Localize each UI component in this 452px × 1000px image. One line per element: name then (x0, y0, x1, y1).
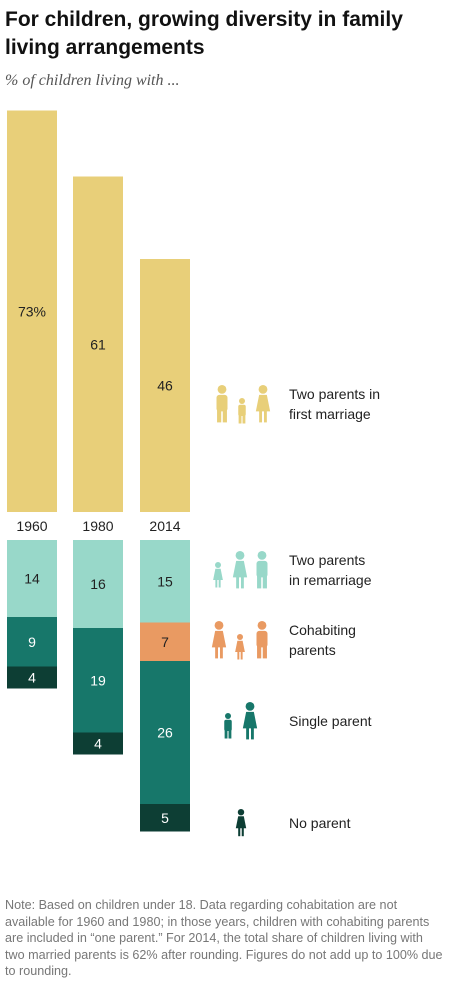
bar-single-parent-1960 (7, 617, 57, 667)
legend-label-1-line2: first marriage (289, 406, 371, 422)
bar-no-parent-1960 (7, 666, 57, 689)
year-label-1960: 1960 (16, 518, 47, 534)
legend-label-3-line1: Cohabiting (289, 622, 356, 638)
bar-label-first-marriage-1980: 61 (90, 336, 106, 352)
bar-label-no-parent-1980: 4 (94, 736, 102, 752)
bar-no-parent-1980 (73, 732, 123, 755)
single-parent-icon (224, 702, 258, 740)
child-icon (235, 809, 247, 837)
bar-label-cohabiting-2014: 7 (161, 634, 169, 650)
bar-label-first-marriage-2014: 46 (157, 378, 173, 394)
bar-remarriage-1960 (7, 540, 57, 617)
bar-label-remarriage-1960: 14 (24, 571, 40, 587)
chart-subtitle: % of children living with ... (5, 72, 180, 89)
year-label-2014: 2014 (149, 518, 180, 534)
bar-label-no-parent-2014: 5 (161, 810, 169, 826)
legend-label-5-line1: No parent (289, 815, 351, 831)
bar-label-first-marriage-1960: 73% (18, 303, 46, 319)
legend-label-3-line2: parents (289, 642, 336, 658)
chart-note: Note: Based on children under 18. Data r… (5, 898, 443, 978)
legend-label-2-line1: Two parents (289, 552, 365, 568)
bar-label-single-parent-1960: 9 (28, 634, 36, 650)
legend-label-4-line1: Single parent (289, 713, 372, 729)
year-label-1980: 1980 (82, 518, 113, 534)
cohabiting-family-icon (211, 621, 268, 660)
family-two-parents-icon (216, 385, 271, 424)
legend-label-2-line2: in remarriage (289, 572, 372, 588)
bar-first-marriage-2014 (140, 259, 190, 512)
bar-single-parent-2014 (140, 661, 190, 804)
stacked-bar-chart: 73% 1960 14 9 4 61 1980 16 19 4 46 2014 15 7 26 5 Two pa… (7, 110, 380, 837)
bar-first-marriage-1980 (73, 176, 123, 512)
bar-single-parent-1980 (73, 628, 123, 733)
bar-label-remarriage-2014: 15 (157, 573, 173, 589)
legend-label-1-line1: Two parents in (289, 386, 380, 402)
bar-remarriage-2014 (140, 540, 190, 623)
bar-label-no-parent-1960: 4 (28, 670, 36, 686)
bar-label-single-parent-1980: 19 (90, 672, 106, 688)
chart-title: For children, growing diversity in famil… (5, 8, 403, 59)
bar-first-marriage-1960 (7, 110, 57, 512)
blended-family-icon (213, 551, 268, 589)
bar-label-single-parent-2014: 26 (157, 725, 173, 741)
bar-label-remarriage-1980: 16 (90, 576, 106, 592)
bar-cohabiting-2014 (140, 622, 190, 661)
bar-remarriage-1980 (73, 540, 123, 628)
bar-no-parent-2014 (140, 804, 190, 832)
